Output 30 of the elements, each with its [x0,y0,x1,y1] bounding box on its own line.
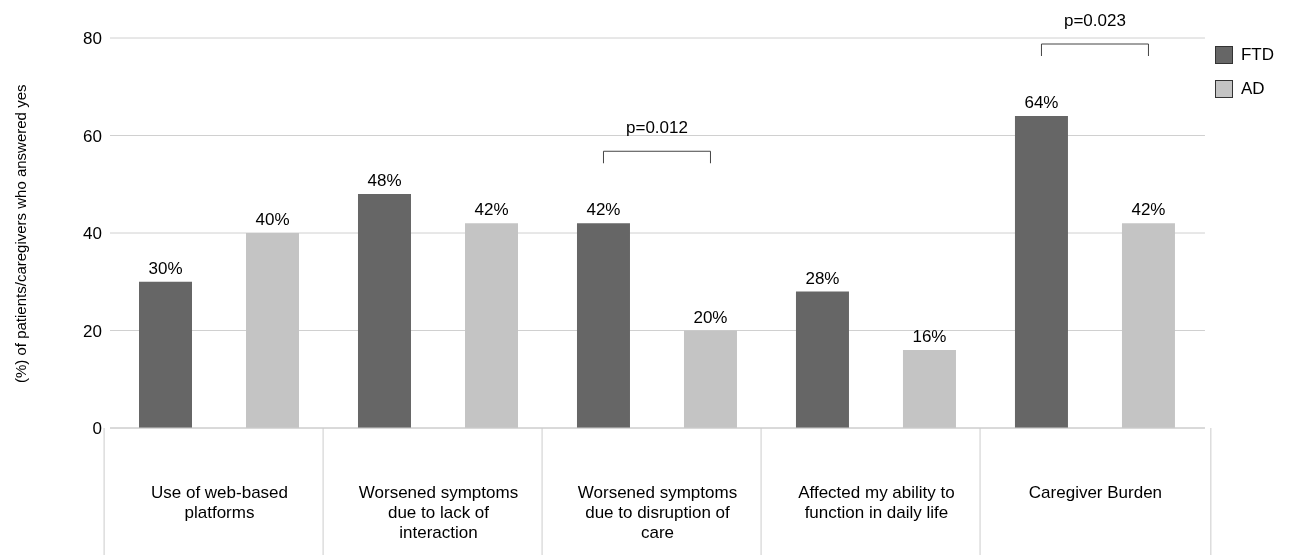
y-tick-label: 60 [83,126,102,146]
data-label: 42% [474,200,509,220]
text: p=0.023 [1063,11,1126,30]
bar [139,281,192,428]
data-label: 42% [1131,200,1166,220]
data-label: 28% [805,268,840,288]
data-label: 64% [1024,93,1059,112]
data-label: 16% [912,327,947,346]
data-label: 30% [148,258,183,278]
data-label: 48% [367,171,402,190]
x-tick-label: Affected my ability to function in daily life [798,483,955,522]
bar [576,223,630,428]
x-tick-label: Worsened symptoms due to lack of interaction [358,483,519,542]
data-label: 40% [255,210,290,229]
y-tick-label: 80 [83,29,102,49]
legend-label: FTD [1240,44,1274,66]
x-tick-label: Caregiver Burden [1028,483,1163,502]
bar [1014,116,1068,428]
bar [357,194,411,428]
bar [795,291,849,428]
y-tick-label: 20 [83,321,102,341]
data-label: 20% [693,307,728,327]
x-tick-label: Use of web-based platforms [150,483,289,522]
legend-label: AD [1240,78,1265,100]
y-axis-title: (%) of patients/caregivers who answered yes [12,84,30,383]
annotation: p=0.012 [626,118,688,138]
y-tick-label: 0 [92,419,102,439]
y-tick-label: 40 [83,224,102,244]
data-label: 42% [586,200,621,220]
x-tick-label: Worsened symptoms due to disruption of care [577,483,738,542]
